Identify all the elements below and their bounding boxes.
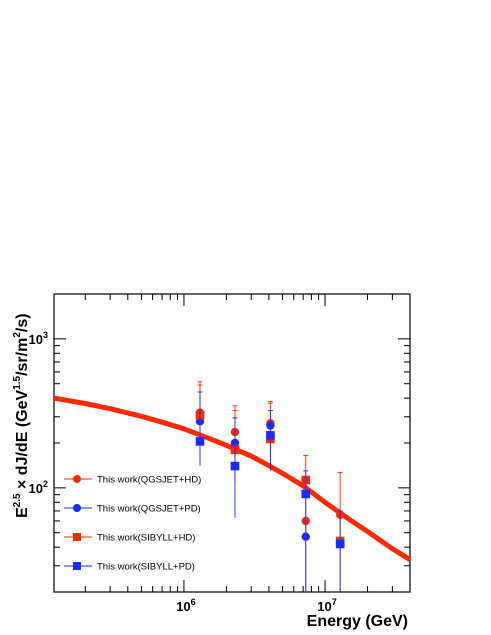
legend: This work(QGSJET+HD) This work(QGSJET+PD)… bbox=[64, 475, 201, 573]
data-point-square bbox=[266, 431, 275, 440]
data-points bbox=[195, 381, 345, 592]
x-tick-label: 106 bbox=[176, 597, 195, 614]
data-point-square bbox=[301, 489, 311, 499]
legend-label: This work(SIBYLL+PD) bbox=[97, 562, 195, 573]
x-tick-label: 107 bbox=[317, 597, 336, 614]
legend-label: This work(SIBYLL+HD) bbox=[97, 533, 195, 544]
legend-marker-square bbox=[73, 533, 81, 541]
data-point-square bbox=[335, 539, 345, 549]
legend-label: This work(QGSJET+PD) bbox=[97, 504, 201, 515]
fit-curve-group bbox=[54, 395, 410, 562]
axes: 106 107 102 103 bbox=[29, 293, 411, 614]
y-tick-label: 103 bbox=[29, 330, 48, 347]
legend-marker-circle bbox=[73, 475, 81, 483]
legend-label: This work(QGSJET+HD) bbox=[97, 475, 201, 486]
y-tick-label: 102 bbox=[29, 479, 48, 496]
legend-marker-square bbox=[73, 562, 81, 570]
data-point-square bbox=[230, 461, 240, 471]
data-point-square bbox=[195, 437, 205, 446]
x-axis-title: Energy (GeV) bbox=[307, 613, 408, 630]
y-axis-title: E2.5 × dJ/dE (GeV1.5/sr/m2/s) bbox=[12, 313, 31, 518]
legend-marker-circle bbox=[73, 504, 81, 512]
fit-curve bbox=[54, 395, 410, 562]
